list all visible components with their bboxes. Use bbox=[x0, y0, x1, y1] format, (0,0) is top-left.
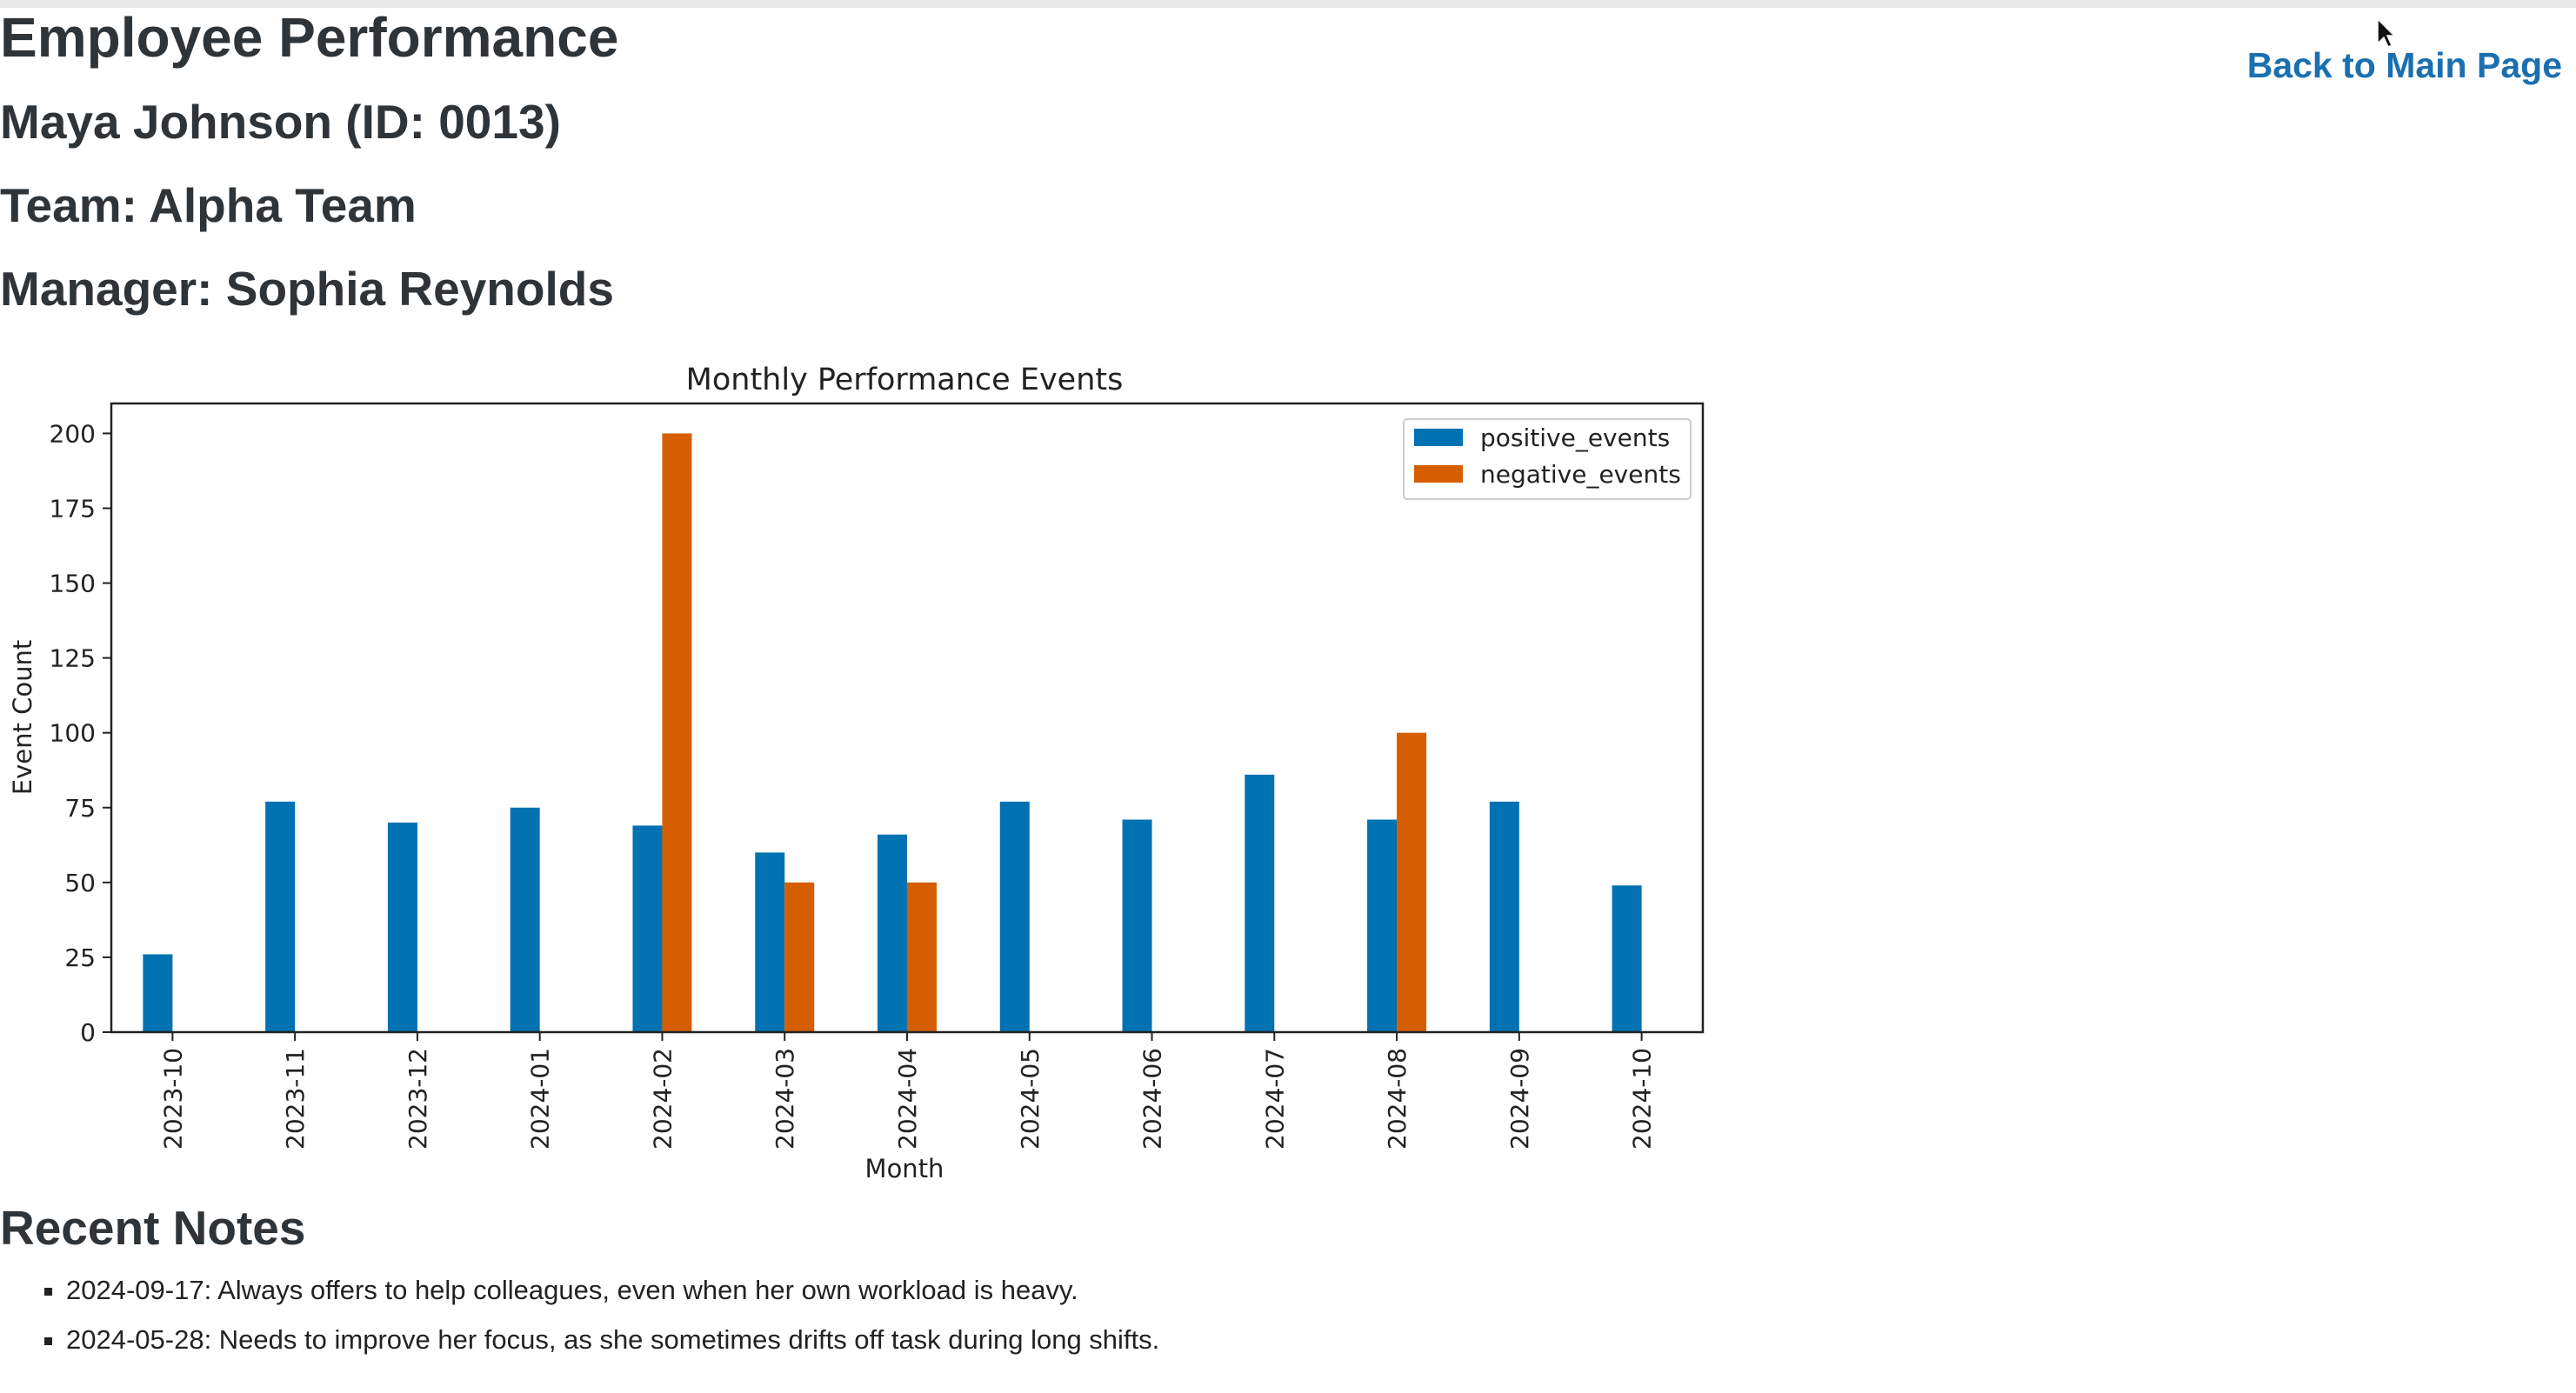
bottom-fade bbox=[0, 1356, 2576, 1393]
employee-team: Team: Alpha Team bbox=[0, 178, 417, 232]
y-tick-label: 200 bbox=[50, 419, 96, 448]
legend-label-negative: negative_events bbox=[1480, 460, 1681, 489]
browser-top-edge bbox=[0, 0, 2576, 8]
x-tick-label: 2024-04 bbox=[893, 1048, 922, 1150]
y-tick-label: 0 bbox=[80, 1018, 96, 1047]
bar-positive-events-2024-05 bbox=[999, 801, 1030, 1032]
x-tick-label: 2023-11 bbox=[281, 1048, 310, 1150]
bar-positive-events-2024-03 bbox=[755, 852, 785, 1032]
bar-positive-events-2023-12 bbox=[387, 823, 417, 1032]
x-tick-label: 2023-12 bbox=[404, 1048, 432, 1150]
bar-negative-events-2024-02 bbox=[662, 433, 692, 1032]
chart-legend: positive_events negative_events bbox=[1403, 418, 1692, 500]
bar-positive-events-2023-10 bbox=[143, 954, 173, 1032]
y-tick-label: 100 bbox=[50, 719, 96, 748]
legend-label-positive: positive_events bbox=[1480, 423, 1670, 452]
x-tick-label: 2024-01 bbox=[526, 1048, 555, 1150]
note-item: 2024-09-17: Always offers to help collea… bbox=[66, 1275, 1159, 1324]
x-axis-label: Month bbox=[865, 1154, 944, 1183]
x-tick-label: 2024-03 bbox=[771, 1048, 799, 1150]
x-tick-label: 2024-08 bbox=[1383, 1048, 1411, 1150]
y-tick-label: 150 bbox=[50, 570, 96, 598]
bar-positive-events-2024-09 bbox=[1489, 801, 1519, 1032]
employee-manager: Manager: Sophia Reynolds bbox=[0, 262, 614, 316]
x-tick-label: 2024-09 bbox=[1505, 1048, 1534, 1150]
x-tick-label: 2024-10 bbox=[1628, 1048, 1657, 1150]
bar-positive-events-2024-02 bbox=[632, 825, 663, 1032]
bar-negative-events-2024-03 bbox=[784, 882, 815, 1032]
bar-positive-events-2024-01 bbox=[510, 807, 540, 1032]
legend-swatch-negative bbox=[1414, 465, 1463, 483]
bar-negative-events-2024-04 bbox=[907, 882, 937, 1032]
bar-positive-events-2024-06 bbox=[1122, 819, 1152, 1032]
x-tick-label: 2024-02 bbox=[648, 1048, 677, 1150]
mouse-cursor-icon bbox=[2377, 17, 2395, 49]
plot-frame bbox=[110, 402, 1705, 1034]
legend-swatch-positive bbox=[1414, 429, 1463, 446]
bar-negative-events-2024-08 bbox=[1397, 732, 1427, 1032]
recent-notes-title: Recent Notes bbox=[0, 1201, 306, 1255]
chart-bars bbox=[143, 433, 1642, 1032]
note-item: 2024-05-28: Needs to improve her focus, … bbox=[66, 1324, 1159, 1374]
performance-chart: Monthly Performance Events 0 25 50 75 100 125… bbox=[8, 363, 1705, 1183]
y-tick-label: 50 bbox=[64, 869, 96, 897]
y-axis-label: Event Count bbox=[8, 640, 37, 795]
y-tick-label: 175 bbox=[50, 495, 96, 523]
x-tick-label: 2023-10 bbox=[158, 1048, 187, 1150]
legend-frame bbox=[1403, 418, 1692, 500]
x-tick-label: 2024-07 bbox=[1260, 1048, 1289, 1150]
back-to-main-page-link[interactable]: Back to Main Page bbox=[2246, 45, 2562, 85]
employee-name: Maya Johnson (ID: 0013) bbox=[0, 95, 561, 149]
bar-positive-events-2024-08 bbox=[1367, 819, 1398, 1032]
chart-title: Monthly Performance Events bbox=[686, 363, 1124, 397]
x-tick-label: 2024-06 bbox=[1138, 1048, 1167, 1150]
x-axis-ticks: 2023-10 2023-11 2023-12 2024-01 2024-02 2024-… bbox=[158, 1032, 1657, 1150]
y-tick-label: 25 bbox=[64, 943, 96, 972]
bar-positive-events-2024-10 bbox=[1612, 885, 1642, 1032]
y-tick-label: 75 bbox=[64, 794, 96, 823]
bar-positive-events-2024-07 bbox=[1245, 774, 1275, 1032]
y-axis-ticks: 0 25 50 75 100 125 150 175 200 bbox=[50, 419, 111, 1047]
bar-positive-events-2023-11 bbox=[265, 801, 296, 1032]
bar-positive-events-2024-04 bbox=[878, 834, 907, 1032]
y-tick-label: 125 bbox=[50, 644, 96, 673]
recent-notes-list: 2024-09-17: Always offers to help collea… bbox=[31, 1275, 1159, 1374]
page-title: Employee Performance bbox=[0, 6, 619, 69]
x-tick-label: 2024-05 bbox=[1016, 1048, 1044, 1150]
